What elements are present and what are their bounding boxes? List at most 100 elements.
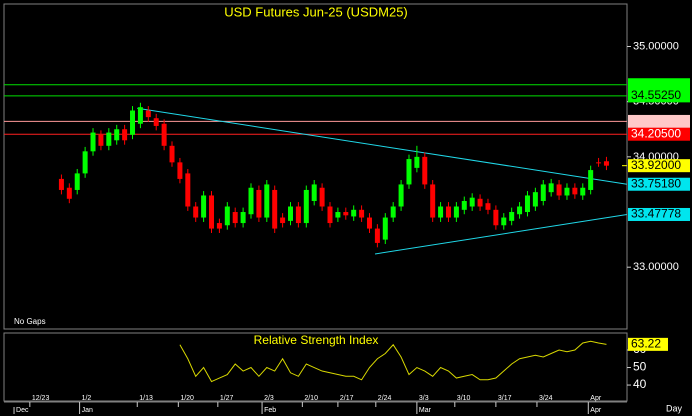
candle-body xyxy=(193,206,199,218)
candle-body xyxy=(509,212,515,221)
x-unit: Day xyxy=(666,403,683,413)
candle-body xyxy=(272,189,278,229)
x-tick-label: 2/3 xyxy=(264,395,274,402)
candle-body xyxy=(287,206,293,221)
candle-body xyxy=(366,217,372,229)
trendline-label-bg xyxy=(628,177,690,191)
candle-body xyxy=(485,203,491,210)
candle-body xyxy=(359,209,365,218)
candle-body xyxy=(445,206,451,218)
candle-body xyxy=(240,212,246,224)
candle-body xyxy=(588,170,594,190)
y-tick-label: 35.00000 xyxy=(633,40,679,52)
candle-body xyxy=(82,151,88,174)
candle-body xyxy=(398,184,404,207)
candle-body xyxy=(169,145,175,163)
level-label: 34.55250 xyxy=(631,88,681,102)
x-tick-label: 3/17 xyxy=(498,395,512,402)
rsi-y-tick-label: 50 xyxy=(633,360,647,374)
candle-body xyxy=(98,134,104,146)
candle-body xyxy=(335,212,341,218)
rsi-y-tick-label: 40 xyxy=(633,377,647,391)
level-label: 34.20500 xyxy=(631,126,681,140)
level-label-bg xyxy=(628,78,690,92)
level-label-bg xyxy=(628,89,690,103)
candle-body xyxy=(319,187,325,207)
candle-body xyxy=(90,132,96,152)
candle-body xyxy=(603,161,609,166)
x-tick-label: 2/10 xyxy=(304,395,318,402)
x-tick-label: 1/20 xyxy=(180,395,194,402)
candle-body xyxy=(453,206,459,218)
candle-body xyxy=(580,187,586,196)
candle-body xyxy=(493,209,499,226)
trendline-label: 33.75180 xyxy=(631,176,681,190)
candle-body xyxy=(177,162,183,179)
trendline xyxy=(137,107,628,185)
candle-body xyxy=(524,195,530,213)
trendline-label: 33.47778 xyxy=(631,207,681,221)
x-tick-label: 1/2 xyxy=(82,395,92,402)
annotation: No Gaps xyxy=(14,317,46,326)
y-tick-label: 33.00000 xyxy=(633,261,679,273)
candle-body xyxy=(145,110,151,118)
candle-body xyxy=(106,132,112,146)
candle-body xyxy=(58,178,64,190)
candle-body xyxy=(74,173,80,190)
last-price-label: 33.92000 xyxy=(631,158,681,172)
candle-body xyxy=(343,212,349,216)
candle-body xyxy=(374,228,380,243)
candle-body xyxy=(280,217,286,224)
level-label-bg xyxy=(628,114,690,128)
candle-body xyxy=(382,217,388,240)
candle-body xyxy=(517,206,523,215)
candle-body xyxy=(295,206,301,224)
candle-body xyxy=(224,206,230,226)
candle-body xyxy=(256,189,262,218)
candle-body xyxy=(414,156,420,168)
candle-body xyxy=(201,195,207,218)
candle-body xyxy=(161,123,167,146)
candle-body xyxy=(556,184,562,196)
candle-body xyxy=(311,184,317,201)
candle-body xyxy=(477,198,483,207)
candle-body xyxy=(572,187,578,195)
candle-body xyxy=(153,118,159,126)
month-label: Jan xyxy=(82,407,93,414)
level-label-bg xyxy=(628,127,690,141)
x-tick-label: 12/23 xyxy=(32,395,50,402)
candle-body xyxy=(351,209,357,217)
x-tick-label: 3/3 xyxy=(419,395,429,402)
candle-body xyxy=(130,110,136,135)
last-price-bg xyxy=(628,159,690,173)
candle-body xyxy=(406,159,412,185)
candle-body xyxy=(232,212,238,224)
x-tick-label: 3/10 xyxy=(457,395,471,402)
rsi-title: Relative Strength Index xyxy=(254,333,379,347)
candle-body xyxy=(540,184,546,201)
chart-title: USD Futures Jun-25 (USDM25) xyxy=(224,4,408,19)
candle-body xyxy=(564,187,570,196)
candle-body xyxy=(248,187,254,215)
x-tick-label: Apr xyxy=(590,395,602,402)
candle-body xyxy=(185,173,191,207)
candle-body xyxy=(114,129,120,141)
x-tick-label: 1/13 xyxy=(139,395,153,402)
candle-body xyxy=(209,195,215,229)
candle-body xyxy=(461,200,467,210)
candle-body xyxy=(303,189,309,224)
x-tick-label: 1/27 xyxy=(220,395,234,402)
month-label: Mar xyxy=(419,407,432,414)
candle-body xyxy=(66,187,72,199)
rsi-line xyxy=(179,340,607,383)
month-label: Apr xyxy=(590,407,602,414)
candle-body xyxy=(122,129,128,141)
candle-body xyxy=(390,206,396,218)
candle-body xyxy=(469,197,475,207)
x-tick-label: 2/24 xyxy=(378,395,392,402)
candle-body xyxy=(596,162,602,164)
candle-body xyxy=(264,184,270,218)
trendline xyxy=(374,213,628,255)
rsi-last-label: 63.22 xyxy=(631,337,661,351)
